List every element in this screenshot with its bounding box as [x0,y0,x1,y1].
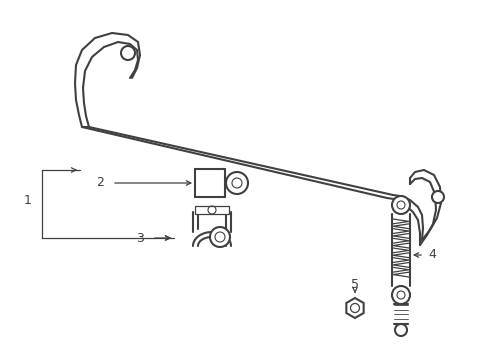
Circle shape [225,172,247,194]
Circle shape [431,191,443,203]
Circle shape [391,286,409,304]
Text: 1: 1 [24,194,32,207]
Circle shape [394,324,406,336]
Text: 3: 3 [136,231,143,244]
Polygon shape [346,298,363,318]
Text: 5: 5 [350,279,358,292]
Circle shape [121,46,135,60]
Bar [195,169,224,197]
Circle shape [391,196,409,214]
Circle shape [209,227,229,247]
Text: 4: 4 [427,248,435,261]
Bar [195,206,228,214]
Text: 2: 2 [96,176,104,189]
